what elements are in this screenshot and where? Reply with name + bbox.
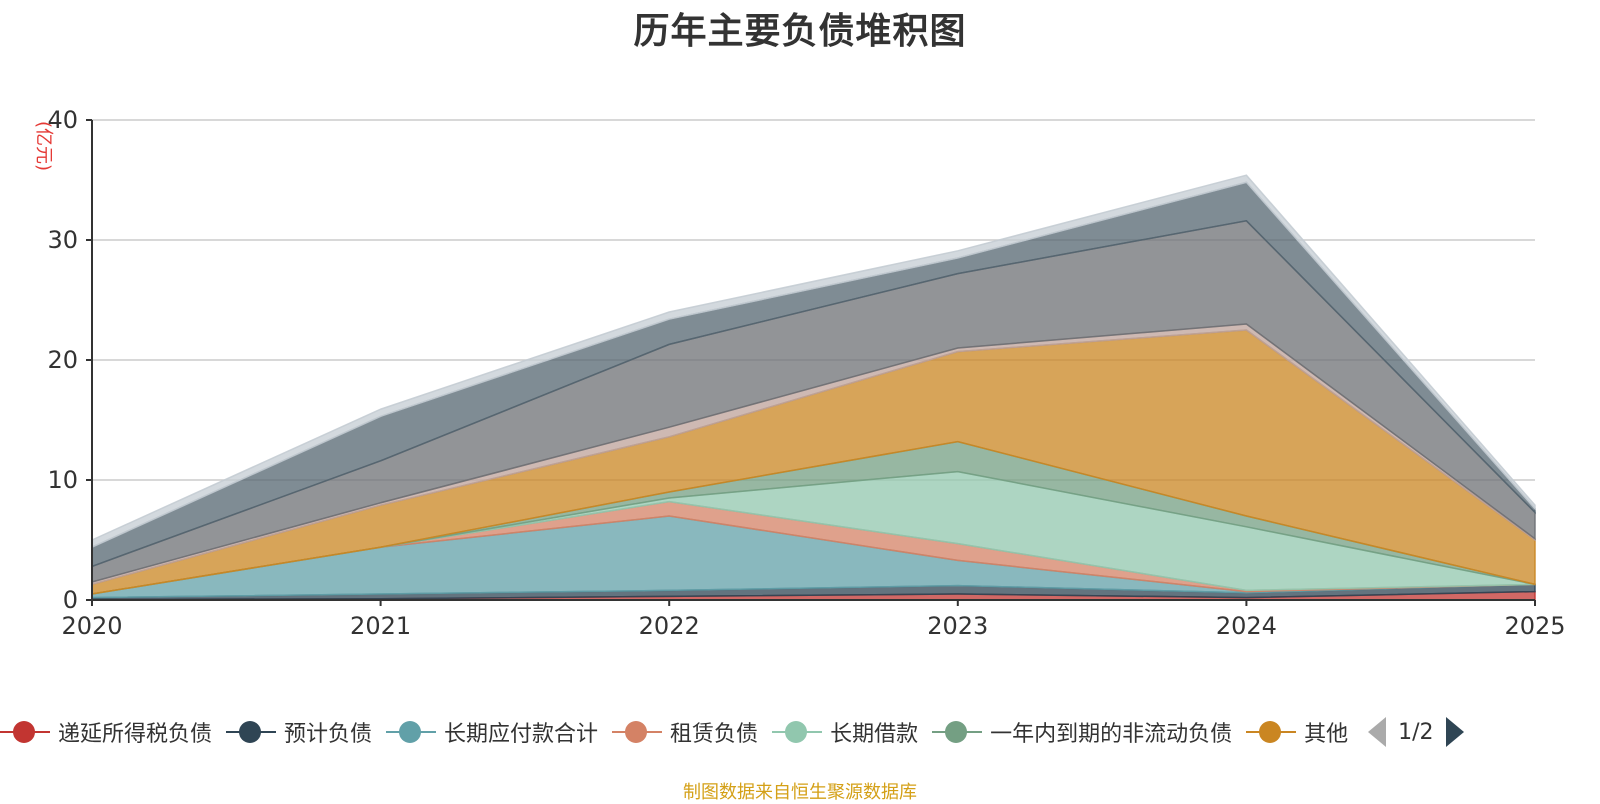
legend-label: 租赁负债 <box>670 722 759 747</box>
y-tick-label: 40 <box>47 106 78 134</box>
legend-item[interactable]: 预计负债 <box>226 716 372 748</box>
legend-marker-icon <box>612 719 663 745</box>
legend-marker-icon <box>772 719 823 745</box>
legend-item[interactable]: 递延所得税负债 <box>0 716 212 748</box>
x-tick-label: 2025 <box>1504 612 1565 640</box>
legend-label: 预计负债 <box>284 722 373 747</box>
area-series-layer <box>91 174 1536 601</box>
legend-label: 递延所得税负债 <box>58 722 213 747</box>
legend-next-page-icon[interactable] <box>1445 717 1464 747</box>
legend-item[interactable]: 长期借款 <box>772 716 918 748</box>
legend-marker-icon <box>1246 719 1297 745</box>
y-tick-label: 10 <box>47 466 78 494</box>
legend-item[interactable]: 长期应付款合计 <box>386 716 598 748</box>
x-tick-label: 2022 <box>639 612 700 640</box>
x-tick-label: 2023 <box>927 612 988 640</box>
legend-label: 其他 <box>1304 722 1349 747</box>
x-tick-label: 2024 <box>1216 612 1277 640</box>
legend-marker-icon <box>932 719 983 745</box>
legend-label: 长期应付款合计 <box>444 722 599 747</box>
chart-title: 历年主要负债堆积图 <box>633 11 967 52</box>
legend-pager: 1/2 <box>1368 717 1464 747</box>
y-tick-label: 20 <box>47 346 78 374</box>
legend-item[interactable]: 其他 <box>1246 716 1348 748</box>
legend-label: 一年内到期的非流动负债 <box>990 722 1233 747</box>
legend-marker-icon <box>226 719 277 745</box>
legend-marker-icon <box>386 719 437 745</box>
axes: 0 10 20 30 40 2020 2021 2022 2023 2024 2025 <box>47 106 1565 640</box>
legend-page-indicator: 1/2 <box>1398 719 1434 745</box>
x-tick-label: 2021 <box>350 612 411 640</box>
y-axis-unit-label: (亿元) <box>33 121 54 171</box>
x-tick-label: 2020 <box>61 612 122 640</box>
legend-marker-icon <box>0 719 50 745</box>
legend: 递延所得税负债 预计负债 长期应付款合计 租赁负债 长期借款 一年内到期的非流动负债 其他 … <box>0 714 1600 750</box>
source-note: 制图数据来自恒生聚源数据库 <box>683 782 917 803</box>
legend-prev-page-icon[interactable] <box>1368 717 1387 747</box>
y-tick-label: 0 <box>63 586 78 614</box>
area-series-11[interactable] <box>91 174 1536 549</box>
legend-item[interactable]: 一年内到期的非流动负债 <box>932 716 1232 748</box>
legend-label: 长期借款 <box>830 722 919 747</box>
legend-item[interactable]: 租赁负债 <box>612 716 758 748</box>
legend-items: 递延所得税负债 预计负债 长期应付款合计 租赁负债 长期借款 一年内到期的非流动负债 其他 <box>0 716 1362 748</box>
y-tick-label: 30 <box>47 226 78 254</box>
